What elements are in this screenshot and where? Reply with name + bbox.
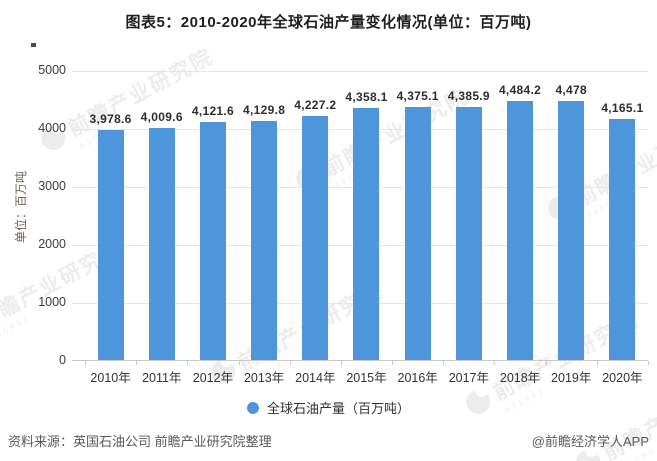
bar-value-label: 4,165.1 — [601, 101, 644, 116]
bar-value-label: 4,385.9 — [447, 88, 490, 103]
bar-slot: 4,385.9 — [443, 71, 494, 361]
bar-value-label: 4,478 — [555, 83, 587, 98]
x-category-label: 2015年 — [346, 371, 387, 385]
bar — [609, 119, 636, 361]
y-tick-label: 0 — [59, 353, 66, 367]
chart-footer: 资料来源：英国石油公司 前瞻产业研究院整理 @前瞻经济学人APP — [8, 431, 649, 450]
bar-slot: 4,129.8 — [239, 71, 290, 361]
x-tick — [238, 361, 240, 365]
x-category-label: 2020年 — [602, 371, 643, 385]
bar-value-label: 4,484.2 — [498, 82, 542, 97]
plot-area: 3,978.6 4,009.6 4,121.6 4,129.8 4,227.2 4,358… — [72, 71, 649, 385]
bar-value-label: 4,375.1 — [396, 89, 439, 104]
bar — [302, 115, 329, 361]
y-tick-label: 5000 — [38, 63, 66, 77]
bar-slot: 4,227.2 — [290, 71, 341, 361]
x-tick — [136, 361, 138, 365]
bar-slot: 4,121.6 — [187, 71, 238, 361]
gridline — [72, 71, 648, 72]
bar-value-label: 3,978.6 — [89, 112, 132, 127]
y-tick-label: 2000 — [38, 237, 66, 251]
bar-slot: 3,978.6 — [85, 71, 136, 361]
chart-title: 图表5：2010-2020年全球石油产量变化情况(单位：百万吨) — [125, 14, 532, 31]
bar — [507, 100, 534, 361]
bar-slot: 4,009.6 — [136, 71, 187, 361]
bar-slot: 4,165.1 — [597, 71, 648, 361]
bar-slot: 4,375.1 — [392, 71, 443, 361]
x-category-label: 2018年 — [499, 371, 541, 385]
bar-value-label: 4,227.2 — [294, 97, 337, 112]
credit-note: @前瞻经济学人APP — [531, 434, 649, 449]
x-tick — [494, 361, 496, 365]
legend-marker-icon — [246, 401, 259, 414]
bar — [148, 128, 175, 361]
bar — [97, 130, 124, 361]
chart-legend: 全球石油产量（百万吨） — [0, 398, 657, 417]
x-axis-line — [72, 360, 648, 361]
y-tick-label: 3000 — [38, 179, 66, 193]
x-tick — [596, 361, 598, 365]
y-tick-label: 1000 — [38, 295, 66, 309]
bar-value-label: 4,358.1 — [345, 90, 388, 105]
x-category-label: 2013年 — [243, 371, 285, 385]
bar — [404, 107, 431, 361]
legend-label: 全球石油产量（百万吨） — [266, 401, 410, 416]
x-tick — [545, 361, 547, 365]
source-note: 资料来源：英国石油公司 前瞻产业研究院整理 — [8, 434, 272, 449]
bar — [455, 106, 482, 361]
x-category-label: 2012年 — [192, 371, 234, 385]
bar — [353, 108, 380, 361]
bar-value-label: 4,121.6 — [191, 103, 235, 118]
x-tick — [443, 361, 445, 365]
x-tick — [85, 361, 86, 365]
x-category-label: 2010年 — [90, 371, 131, 385]
x-category-label: 2011年 — [142, 371, 182, 385]
artifact-mark — [31, 43, 36, 47]
x-category-label: 2014年 — [295, 371, 336, 385]
x-tick — [648, 361, 649, 365]
bar — [199, 121, 226, 361]
y-tick-label: 4000 — [38, 121, 66, 135]
x-tick — [340, 361, 342, 365]
bar-value-label: 4,009.6 — [140, 110, 183, 125]
bar-slot: 4,484.2 — [494, 71, 545, 361]
x-category-label: 2019年 — [551, 371, 592, 385]
bar — [251, 121, 278, 361]
bar-slot: 4,358.1 — [341, 71, 392, 361]
x-tick — [187, 361, 189, 365]
bar — [558, 101, 585, 361]
bar-value-label: 4,129.8 — [243, 103, 286, 118]
x-tick — [392, 361, 394, 365]
bar-slot: 4,478 — [546, 71, 597, 361]
x-tick — [289, 361, 291, 365]
x-category-label: 2017年 — [448, 371, 489, 385]
x-category-label: 2016年 — [397, 371, 438, 385]
